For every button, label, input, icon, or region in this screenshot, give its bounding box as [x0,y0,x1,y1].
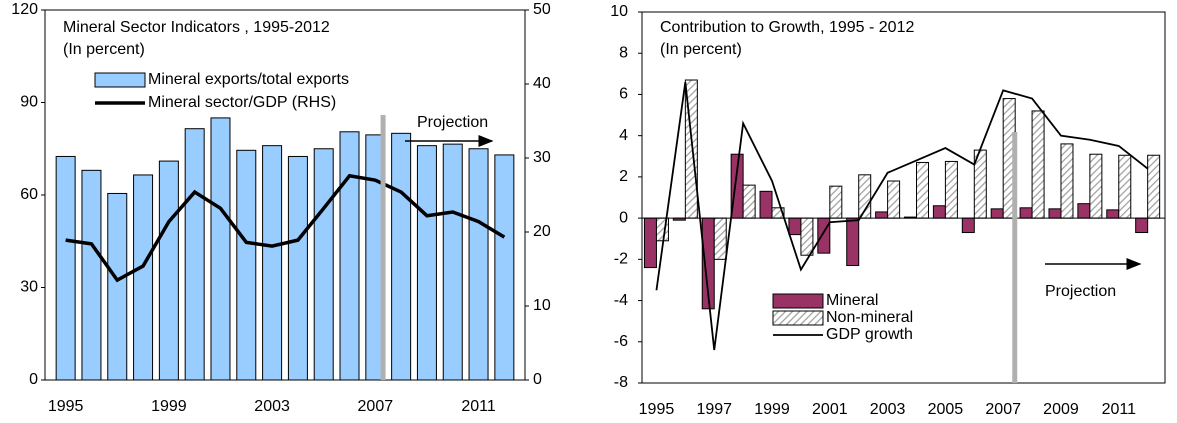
x-tick-label: 2007 [985,401,1021,418]
legend-label: GDP growth [826,326,913,343]
y-tick-label: 30 [20,279,38,296]
bar [1060,143,1074,219]
bar [1118,154,1132,219]
bar [494,154,515,381]
bar [442,143,463,381]
bar [158,160,179,381]
x-tick-label: 2011 [1102,401,1137,418]
legend-label: Mineral [826,292,878,309]
bar [742,184,756,219]
y2-tick-label: 30 [533,149,551,166]
bar [875,211,889,219]
chart-subtitle: (In percent) [660,41,742,58]
bar [1048,208,1062,219]
legend-swatch [772,310,824,326]
bar [262,145,283,381]
bar [990,208,1004,219]
bar [944,160,958,219]
bar [1147,154,1161,219]
chart-subtitle: (In percent) [63,41,145,58]
x-tick-label: 2005 [928,401,964,418]
plot-frame [641,11,1166,384]
x-tick-label: 1999 [754,401,790,418]
y-tick-label: -8 [614,374,628,391]
x-tick-label: 2007 [358,398,394,415]
legend-label: Non-mineral [826,309,913,326]
bar [713,217,727,260]
bar [1019,207,1033,219]
y-tick-label: -6 [614,333,628,350]
bar [1031,110,1045,219]
y-tick-label: 120 [11,1,38,18]
legend-swatch [772,293,824,309]
line [655,81,1149,351]
y-tick-label: 60 [20,186,38,203]
x-tick-label: 2011 [461,398,496,415]
bar [1077,203,1091,219]
bar [55,155,76,381]
line [65,173,506,283]
y2-tick-label: 10 [533,297,551,314]
annotation: Projection [1045,283,1116,300]
bar [800,217,814,256]
y2-tick-label: 40 [533,75,551,92]
chart-title: Contribution to Growth, 1995 - 2012 [660,19,914,36]
x-tick-label: 2003 [870,401,906,418]
legend-swatch [94,72,146,88]
y-tick-label: 2 [619,168,628,185]
bar [829,185,843,219]
x-tick-label: 1999 [151,398,187,415]
x-tick-label: 2001 [812,401,848,418]
y-tick-label: 6 [619,86,628,103]
y-tick-label: 0 [29,371,38,388]
bar [133,174,154,381]
annotation: Projection [417,114,488,131]
y-tick-label: 90 [20,94,38,111]
bar [961,217,975,234]
bar [887,180,901,219]
bar [817,217,831,254]
bar [643,217,657,269]
x-tick-label: 2003 [254,398,290,415]
bar [236,149,257,381]
bar [1089,153,1103,219]
bar [759,190,773,219]
bar [81,169,102,381]
y-tick-label: 0 [619,209,628,226]
x-tick-label: 1995 [48,398,84,415]
bar [1135,217,1149,234]
y-tick-label: -4 [614,292,628,309]
bar [313,148,334,381]
bar [391,132,412,381]
bar [788,217,802,236]
y-tick-label: 4 [619,127,628,144]
chart-title: Mineral Sector Indicators , 1995-2012 [63,19,330,36]
y-tick-label: 10 [610,3,628,20]
bar [846,217,860,267]
bar [210,117,231,381]
x-tick-label: 2009 [1043,401,1079,418]
bar [107,192,128,381]
bar [916,161,930,219]
bar [468,148,489,381]
bar [416,145,437,381]
x-tick-label: 1995 [639,401,675,418]
y2-tick-label: 50 [533,1,551,18]
y2-tick-label: 0 [533,371,542,388]
bar [339,131,360,381]
legend-label: Mineral sector/GDP (RHS) [148,94,336,111]
x-tick-label: 1997 [696,401,732,418]
bar [184,128,205,381]
y2-tick-label: 20 [533,223,551,240]
legend-label: Mineral exports/total exports [148,71,349,88]
bar [287,155,308,381]
plot-frame [44,9,526,381]
y-tick-label: 8 [619,44,628,61]
bar [1106,209,1120,219]
y-tick-label: -2 [614,251,628,268]
bar [932,205,946,219]
